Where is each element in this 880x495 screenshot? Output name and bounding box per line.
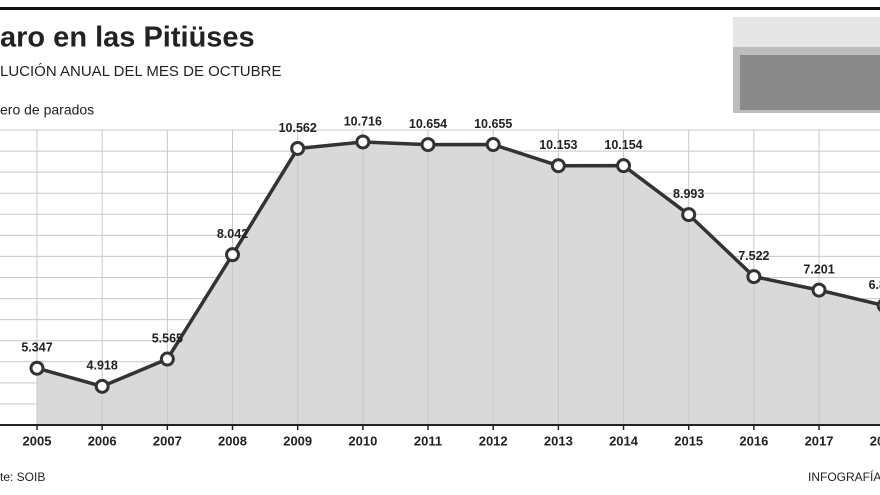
value-label: 7.201	[803, 262, 834, 276]
value-label: 10.153	[539, 138, 577, 152]
top-rule	[0, 7, 880, 10]
marker	[159, 351, 175, 367]
marker	[681, 207, 697, 223]
value-label: 4.918	[87, 359, 118, 373]
value-label: 8.042	[217, 227, 248, 241]
marker	[746, 269, 762, 285]
photo	[733, 17, 880, 113]
value-label: 6.835	[869, 278, 880, 292]
x-tick-label: 2016	[739, 433, 768, 448]
x-tick-label: 2007	[153, 433, 182, 448]
x-tick-label: 2005	[23, 433, 52, 448]
value-label: 10.154	[604, 138, 642, 152]
x-tick-label: 2009	[283, 433, 312, 448]
marker	[485, 137, 501, 153]
x-tick-label: 2006	[88, 433, 117, 448]
value-label: 10.716	[344, 114, 382, 128]
x-tick-label: 2018	[870, 433, 880, 448]
marker	[550, 158, 566, 174]
x-tick-label: 2017	[805, 433, 834, 448]
x-tick-label: 2014	[609, 433, 639, 448]
area	[37, 141, 880, 425]
x-tick-label: 2015	[674, 433, 703, 448]
credit: INFOGRAFÍA	[808, 469, 880, 484]
marker	[94, 378, 110, 394]
value-label: 10.562	[279, 121, 317, 135]
x-tick-label: 2011	[414, 433, 442, 448]
line	[36, 140, 880, 389]
marker	[616, 158, 632, 174]
source: te: SOIB	[0, 470, 45, 484]
y-axis-label: ero de parados	[0, 102, 94, 118]
value-label: 10.655	[474, 117, 512, 131]
marker	[225, 247, 241, 263]
value-label: 10.654	[409, 117, 447, 131]
value-label: 8.993	[673, 187, 704, 201]
value-label: 7.522	[738, 249, 769, 263]
x-tick-label: 2012	[479, 433, 508, 448]
value-label: 5.565	[152, 331, 183, 345]
chart-subtitle: LUCIÓN ANUAL DEL MES DE OCTUBRE	[0, 63, 281, 80]
marker	[29, 360, 45, 376]
marker	[420, 137, 436, 153]
x-tick-label: 2013	[544, 433, 573, 448]
chart-title: aro en las Pitiüses	[0, 22, 255, 54]
marker	[290, 140, 306, 156]
marker	[355, 134, 371, 150]
x-tick-label: 2008	[218, 433, 247, 448]
x-tick-label: 2010	[348, 433, 377, 448]
value-label: 5.347	[21, 341, 52, 355]
marker	[811, 282, 827, 298]
